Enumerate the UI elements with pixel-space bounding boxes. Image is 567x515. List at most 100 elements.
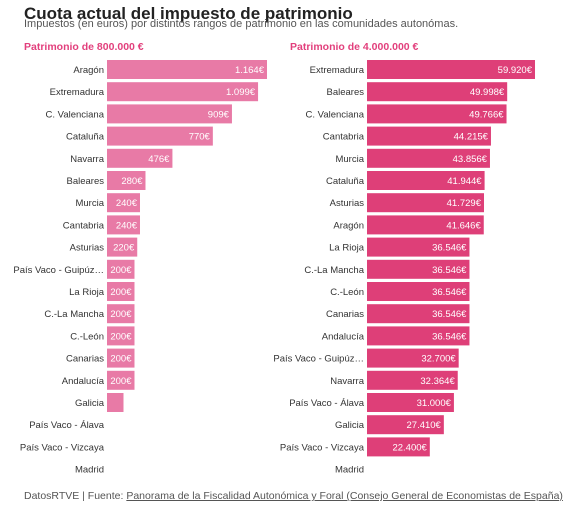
left-value-label: 200€ xyxy=(110,309,132,320)
right-value-label: 36.546€ xyxy=(432,265,467,276)
left-chart-heading: Patrimonio de 800.000 € xyxy=(24,41,144,53)
left-value-label: 200€ xyxy=(110,265,132,276)
right-bar xyxy=(367,393,454,412)
right-category-label: C.-La Mancha xyxy=(304,265,364,276)
right-value-label: 41.729€ xyxy=(447,198,482,209)
right-category-label: País Vaco - Álava xyxy=(289,398,365,409)
right-category-label: País Vaco - Vizcaya xyxy=(280,442,365,453)
right-chart-heading: Patrimonio de 4.000.000 € xyxy=(290,41,419,53)
right-bar xyxy=(367,370,458,390)
right-category-label: C.-León xyxy=(330,287,364,298)
left-category-label: Aragón xyxy=(73,65,104,76)
left-category-label: Cataluña xyxy=(66,132,105,143)
right-value-label: 27.410€ xyxy=(407,420,442,431)
right-value-label: 36.546€ xyxy=(432,309,467,320)
left-category-label: Asturias xyxy=(70,243,105,254)
left-category-label: Extremadura xyxy=(50,87,105,98)
left-bar xyxy=(107,60,267,79)
right-category-label: C. Valenciana xyxy=(306,109,365,120)
right-bar xyxy=(367,60,535,79)
left-category-label: Navarra xyxy=(70,154,105,165)
left-category-label: Andalucía xyxy=(62,376,105,387)
left-category-label: Cantabria xyxy=(63,220,105,231)
left-value-label: 200€ xyxy=(110,331,132,342)
left-bar xyxy=(107,171,146,190)
left-value-label: 200€ xyxy=(110,287,132,298)
right-bar xyxy=(367,237,470,257)
left-category-label: País Vaco - Vizcaya xyxy=(20,442,105,453)
right-bar xyxy=(367,326,470,346)
right-category-label: Cataluña xyxy=(326,176,365,187)
left-bar xyxy=(107,104,232,124)
left-bar xyxy=(107,304,135,324)
left-bar xyxy=(107,348,135,368)
left-category-label: País Vaco - Álava xyxy=(29,420,105,431)
right-value-label: 49.998€ xyxy=(470,87,505,98)
right-category-label: Andalucía xyxy=(322,331,365,342)
left-category-label: La Rioja xyxy=(69,287,105,298)
left-value-label: 1.099€ xyxy=(226,87,256,98)
right-category-label: Baleares xyxy=(327,87,365,98)
left-bar xyxy=(107,215,140,235)
right-value-label: 22.400€ xyxy=(392,442,427,453)
left-bar xyxy=(107,237,138,257)
left-value-label: 200€ xyxy=(110,376,132,387)
right-category-label: Aragón xyxy=(333,220,364,231)
left-bar xyxy=(107,82,259,102)
left-bar xyxy=(107,326,135,346)
right-value-label: 32.700€ xyxy=(421,354,456,365)
left-value-label: 476€ xyxy=(148,154,170,165)
left-value-label: 770€ xyxy=(189,132,211,143)
right-category-label: Navarra xyxy=(330,376,365,387)
left-bar xyxy=(107,370,135,390)
right-category-label: Galicia xyxy=(335,420,365,431)
left-value-label: 200€ xyxy=(110,354,132,365)
right-value-label: 49.766€ xyxy=(469,109,504,120)
right-value-label: 36.546€ xyxy=(432,287,467,298)
right-value-label: 32.364€ xyxy=(420,376,455,387)
right-bar xyxy=(367,437,430,457)
left-category-label: C.-La Mancha xyxy=(44,309,104,320)
right-value-label: 41.646€ xyxy=(446,220,481,231)
right-value-label: 43.856€ xyxy=(453,154,488,165)
right-bar xyxy=(367,126,491,146)
chart-subtitle: Impuestos (en euros) por distintos rango… xyxy=(24,18,459,30)
left-bar xyxy=(107,282,135,301)
right-category-label: Murcia xyxy=(335,154,364,165)
right-value-label: 44.215€ xyxy=(454,132,489,143)
right-category-label: País Vaco - Guipúz… xyxy=(273,354,364,365)
right-value-label: 59.920€ xyxy=(498,65,533,76)
right-category-label: La Rioja xyxy=(329,243,365,254)
right-bar xyxy=(367,193,484,213)
left-bar xyxy=(107,148,173,168)
right-value-label: 36.546€ xyxy=(432,331,467,342)
right-bar xyxy=(367,148,490,168)
left-value-label: 240€ xyxy=(116,198,138,209)
source-link[interactable]: Panorama de la Fiscalidad Autonómica y F… xyxy=(126,490,563,502)
right-bar xyxy=(367,215,484,235)
left-category-label: Canarias xyxy=(66,354,104,365)
right-category-label: Cantabria xyxy=(323,132,365,143)
right-value-label: 41.944€ xyxy=(447,176,482,187)
left-value-label: 1.164€ xyxy=(235,65,265,76)
right-value-label: 31.000€ xyxy=(417,398,452,409)
left-category-label: Baleares xyxy=(67,176,105,187)
left-value-label: 280€ xyxy=(121,176,143,187)
right-bar xyxy=(367,104,507,124)
left-category-label: Madrid xyxy=(75,465,104,476)
left-category-label: C. Valenciana xyxy=(46,109,105,120)
right-category-label: Canarias xyxy=(326,309,364,320)
right-bar xyxy=(367,82,508,102)
right-value-label: 36.546€ xyxy=(432,243,467,254)
right-category-label: Madrid xyxy=(335,465,364,476)
right-bar xyxy=(367,415,444,435)
left-bar xyxy=(107,259,135,279)
left-category-label: Murcia xyxy=(75,198,104,209)
left-value-label: 220€ xyxy=(113,243,135,254)
source-prefix: DatosRTVE | Fuente: xyxy=(24,490,127,502)
right-bar xyxy=(367,304,470,324)
right-category-label: Asturias xyxy=(330,198,365,209)
chart-title: Cuota actual del impuesto de patrimonio xyxy=(24,4,353,23)
right-category-label: Extremadura xyxy=(310,65,365,76)
left-bar xyxy=(107,126,213,146)
